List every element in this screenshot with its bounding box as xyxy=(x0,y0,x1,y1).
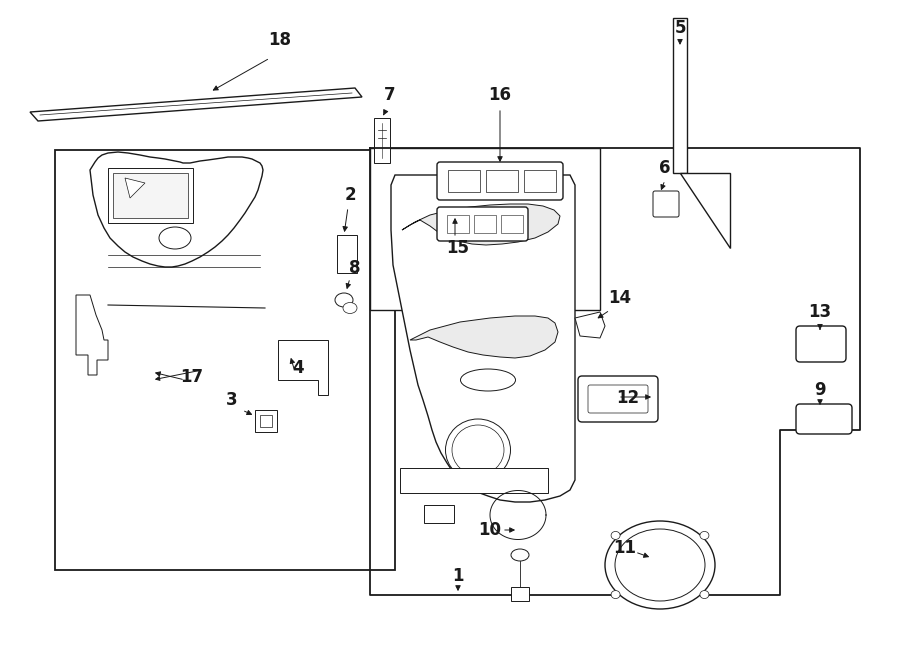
Bar xyxy=(673,18,687,173)
Text: 8: 8 xyxy=(349,259,361,277)
Bar xyxy=(260,415,272,427)
Ellipse shape xyxy=(343,303,357,313)
FancyBboxPatch shape xyxy=(588,385,648,413)
Bar xyxy=(448,170,480,192)
Text: 15: 15 xyxy=(446,239,470,257)
Ellipse shape xyxy=(335,293,353,307)
Bar xyxy=(400,468,548,493)
FancyBboxPatch shape xyxy=(578,376,658,422)
Text: 16: 16 xyxy=(489,86,511,104)
Bar xyxy=(524,170,556,192)
Bar xyxy=(447,215,469,233)
Ellipse shape xyxy=(452,425,504,475)
Text: 14: 14 xyxy=(608,289,632,307)
Bar xyxy=(501,215,523,233)
Text: 6: 6 xyxy=(659,159,670,177)
Ellipse shape xyxy=(611,531,620,539)
Text: 3: 3 xyxy=(226,391,238,409)
Polygon shape xyxy=(30,88,362,121)
Polygon shape xyxy=(402,204,560,245)
FancyBboxPatch shape xyxy=(796,404,852,434)
Text: 1: 1 xyxy=(452,567,464,585)
Text: 18: 18 xyxy=(268,31,292,49)
Polygon shape xyxy=(575,312,605,338)
FancyBboxPatch shape xyxy=(437,207,528,241)
Text: 13: 13 xyxy=(808,303,832,321)
Ellipse shape xyxy=(461,369,516,391)
Text: 5: 5 xyxy=(674,19,686,37)
Polygon shape xyxy=(90,152,263,267)
Polygon shape xyxy=(337,235,357,273)
Ellipse shape xyxy=(605,521,715,609)
Bar xyxy=(511,587,529,601)
Ellipse shape xyxy=(615,529,705,601)
Text: 2: 2 xyxy=(344,186,356,204)
Text: 10: 10 xyxy=(479,521,501,539)
Polygon shape xyxy=(374,118,390,163)
Bar xyxy=(474,215,496,233)
Bar xyxy=(370,148,600,310)
Polygon shape xyxy=(125,178,145,198)
Polygon shape xyxy=(680,173,730,248)
Bar xyxy=(113,173,188,218)
Text: 12: 12 xyxy=(616,389,640,407)
Bar xyxy=(55,150,395,570)
Text: 17: 17 xyxy=(180,368,203,386)
Text: 7: 7 xyxy=(384,86,396,104)
Ellipse shape xyxy=(611,590,620,599)
Text: 11: 11 xyxy=(614,539,636,557)
Bar xyxy=(486,170,518,192)
Polygon shape xyxy=(76,295,108,375)
FancyBboxPatch shape xyxy=(653,191,679,217)
FancyBboxPatch shape xyxy=(796,326,846,362)
Bar xyxy=(424,505,454,523)
Polygon shape xyxy=(391,175,575,502)
Ellipse shape xyxy=(511,549,529,561)
Ellipse shape xyxy=(159,227,191,249)
Ellipse shape xyxy=(700,590,709,599)
Text: 4: 4 xyxy=(292,359,304,377)
Text: 9: 9 xyxy=(814,381,826,399)
FancyBboxPatch shape xyxy=(437,162,563,200)
Polygon shape xyxy=(410,316,558,358)
Ellipse shape xyxy=(700,531,709,539)
Bar xyxy=(255,410,277,432)
Ellipse shape xyxy=(446,419,510,481)
Bar xyxy=(108,168,193,223)
Polygon shape xyxy=(278,340,328,395)
